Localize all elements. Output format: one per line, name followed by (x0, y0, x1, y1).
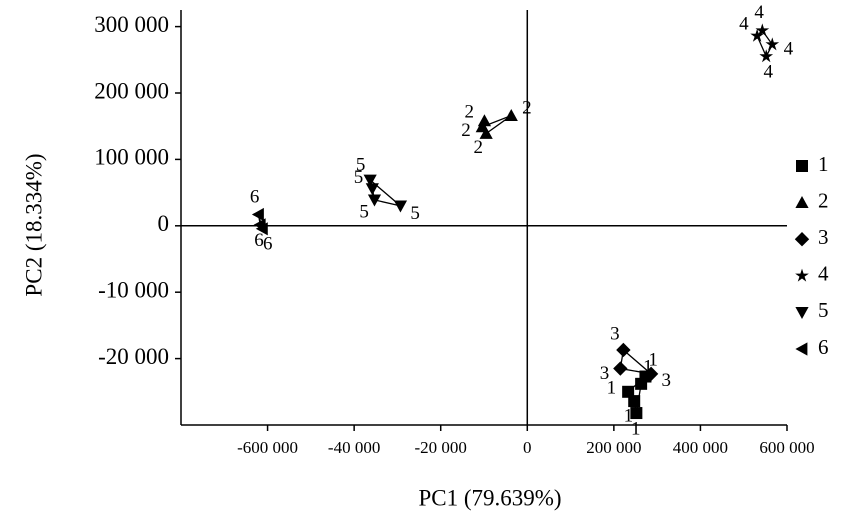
x-tick-label: -40 000 (328, 438, 380, 457)
point (251, 207, 264, 222)
point (367, 194, 382, 207)
point-label: 6 (263, 233, 273, 254)
point (622, 385, 635, 398)
point-label: 5 (410, 203, 420, 224)
point-label: 2 (461, 120, 471, 141)
point-label: 2 (474, 137, 484, 158)
point-label: 1 (624, 405, 634, 426)
point-label: 3 (610, 324, 620, 345)
point (613, 361, 628, 376)
point-label: 4 (739, 14, 749, 35)
point (630, 407, 643, 420)
legend-marker (796, 160, 808, 172)
legend-label: 6 (818, 335, 829, 359)
point-label: 1 (607, 377, 617, 398)
x-tick-label: 400 000 (673, 438, 728, 457)
point (363, 174, 377, 187)
y-tick-label: 200 000 (94, 78, 169, 103)
point-label: 6 (254, 230, 264, 251)
point-label: 6 (250, 186, 260, 207)
point (616, 342, 631, 358)
point-label: 1 (648, 350, 658, 371)
point-label: 2 (464, 102, 474, 123)
y-tick-label: -10 000 (98, 277, 169, 302)
point-label: 4 (763, 62, 773, 83)
x-tick-label: -600 000 (237, 438, 298, 457)
y-tick-label: 300 000 (94, 12, 169, 37)
point-label: 4 (754, 2, 764, 23)
point (504, 108, 518, 121)
point-label: 5 (354, 167, 364, 188)
point (759, 49, 774, 63)
point-label: 3 (600, 363, 610, 384)
group-outline (619, 348, 654, 375)
point-label: 5 (359, 202, 369, 223)
point (255, 222, 268, 236)
legend-marker (794, 232, 810, 247)
legend-label: 4 (818, 262, 829, 286)
point (393, 200, 408, 213)
point-label: 3 (662, 370, 672, 391)
point (750, 28, 764, 42)
point-label: 1 (643, 357, 653, 378)
x-tick-label: 600 000 (759, 438, 814, 457)
legend-label: 5 (818, 298, 829, 322)
point-label: 2 (522, 97, 532, 118)
point (479, 126, 493, 139)
legend-label: 3 (818, 225, 829, 249)
point (643, 366, 659, 382)
point (365, 183, 379, 196)
legend-marker (795, 268, 809, 282)
x-tick-label: -20 000 (415, 438, 467, 457)
x-tick-label: 0 (523, 438, 532, 457)
y-tick-label: 100 000 (94, 145, 169, 170)
y-tick-label: 0 (158, 211, 170, 236)
y-axis-title: PC2 (18.334%) (21, 153, 46, 296)
point (628, 395, 641, 408)
point (475, 120, 489, 133)
point (765, 37, 780, 51)
x-axis-title: PC1 (79.639%) (418, 485, 561, 510)
legend-marker (795, 342, 808, 356)
point-label: 5 (356, 154, 366, 175)
x-tick-label: 200 000 (586, 438, 641, 457)
legend-label: 1 (818, 152, 829, 176)
y-tick-label: -20 000 (98, 344, 169, 369)
point-label: 1 (631, 418, 641, 439)
legend-marker (795, 307, 809, 319)
legend-marker (795, 196, 809, 208)
point-label: 4 (784, 38, 794, 59)
point (755, 23, 770, 37)
legend-label: 2 (818, 188, 829, 212)
